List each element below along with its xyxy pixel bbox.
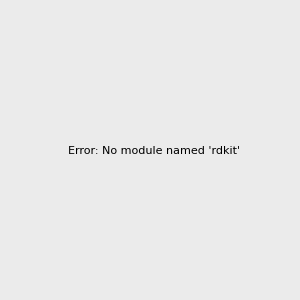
Text: Error: No module named 'rdkit': Error: No module named 'rdkit' (68, 146, 240, 157)
